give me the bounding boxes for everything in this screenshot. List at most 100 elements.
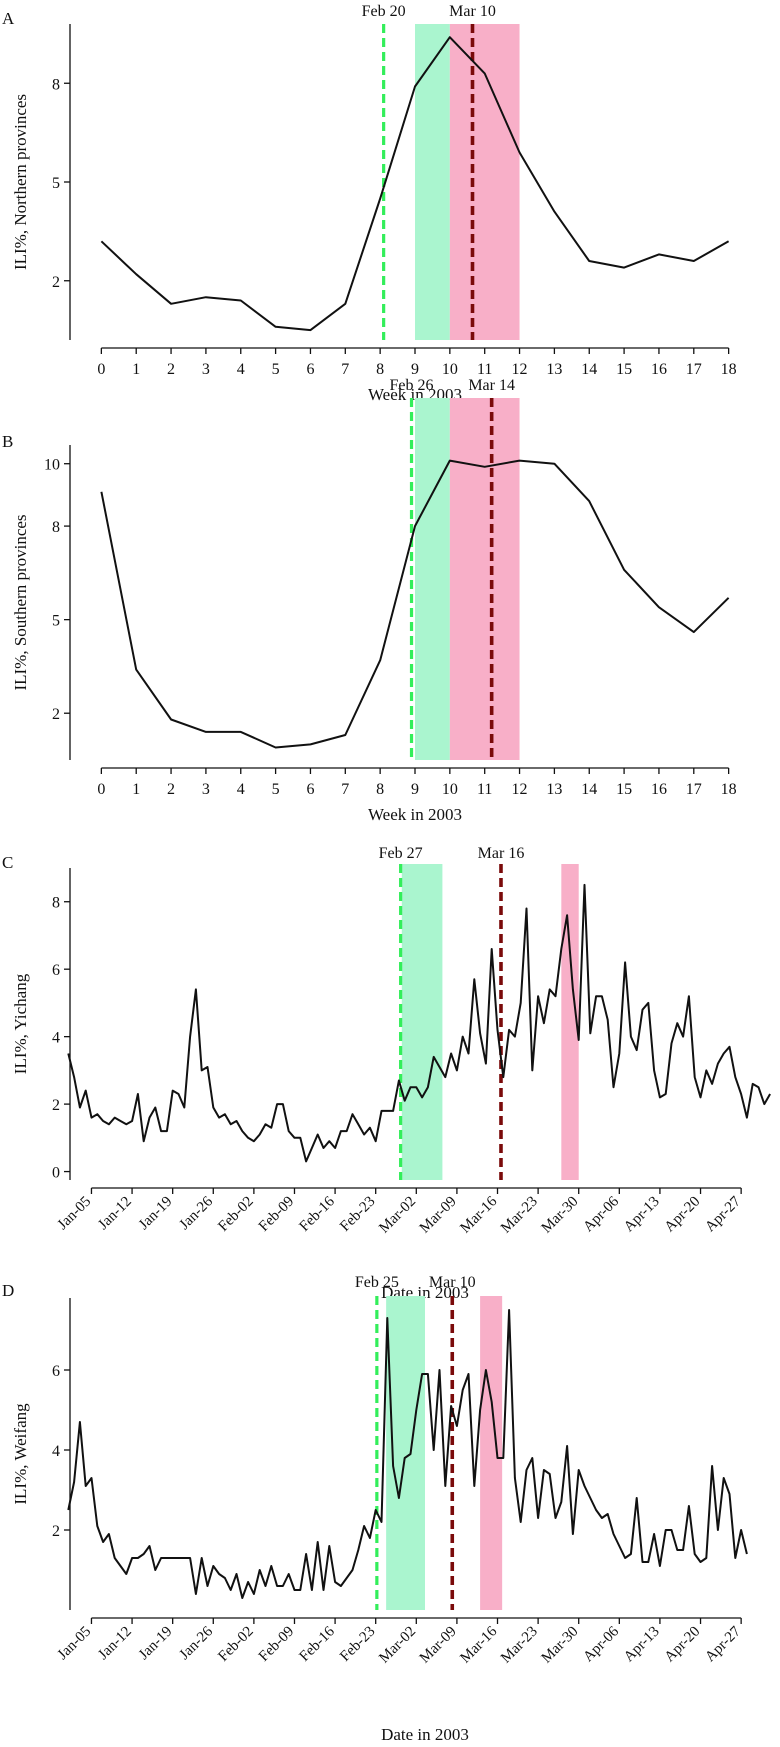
panel-c-event-lines [399,864,503,1180]
panel-b-event-lines [409,398,494,760]
ili-series-line [100,36,730,332]
x-tick-label: 18 [721,781,737,798]
panel-letter-c: C [2,853,13,872]
x-tick-label: Feb-23 [337,1194,378,1235]
x-tick-label: 0 [97,781,105,798]
x-tick-label: 16 [651,361,667,378]
x-tick-label: 8 [376,361,384,378]
x-tick-label: 14 [581,781,597,798]
intervention-date-label: Mar 10 [449,3,496,20]
x-tick-label: 17 [686,781,702,798]
x-tick-label: 0 [97,361,105,378]
y-tick-label: 2 [52,706,60,723]
x-tick-label: Mar-30 [539,1624,582,1667]
y-tick-label: 8 [52,76,60,93]
x-tick-label: Jan-26 [177,1623,217,1663]
y-tick-label: 8 [52,895,60,912]
announcement-date-label: Feb 26 [390,377,434,394]
x-tick-label: 5 [272,361,280,378]
x-tick-label: Mar-30 [539,1194,582,1237]
panel-c-axes: 0 2 4 6 8 Jan-05 Jan-12 Jan-19 Jan-26 Feb-02 Feb-0… [52,868,744,1236]
y-axis-title: ILI%, Northern provinces [11,94,30,270]
x-tick-label: Apr-27 [702,1623,744,1665]
x-tick-label: Feb-09 [256,1624,297,1665]
x-tick-label: Jan-05 [55,1624,95,1664]
announcement-date-label: Feb 20 [362,3,406,20]
shaded-band-green [415,24,450,340]
shaded-band-green [401,864,443,1180]
intervention-date-label: Mar 10 [429,1274,476,1291]
x-tick-label: 1 [132,781,140,798]
intervention-date-label: Mar 14 [468,377,515,394]
x-tick-label: 1 [132,361,140,378]
panel-d-event-lines [375,1296,455,1610]
x-tick-label: Jan-26 [177,1193,217,1233]
x-tick-label: 7 [341,361,349,378]
x-tick-label: Apr-13 [621,1624,663,1666]
x-tick-label: Jan-19 [136,1624,176,1664]
y-tick-label: 5 [52,613,60,630]
y-tick-label: 4 [52,1030,60,1047]
y-axis-title: ILI%, Yichang [11,973,30,1074]
y-tick-label: 0 [52,1165,60,1182]
ili-series-line [100,459,730,749]
y-axis-title: ILI%, Weifang [11,1403,30,1505]
x-tick-label: 9 [411,361,419,378]
x-tick-label: 11 [477,781,492,798]
x-tick-label: 10 [442,781,458,798]
panel-c-series [67,883,771,1163]
y-tick-label: 2 [52,1523,60,1540]
panel-b-series [100,459,730,749]
announcement-date-label: Feb 27 [379,845,423,862]
panel-d: D 2 4 6 Jan-05 Jan-12 Jan-19 Jan-26 Feb-02 Feb-0… [2,1274,748,1744]
x-tick-label: 10 [442,361,458,378]
x-tick-label: Apr-20 [662,1194,704,1236]
x-tick-label: Feb-16 [297,1623,339,1665]
x-tick-label: 8 [376,781,384,798]
x-tick-label: Feb-02 [215,1194,256,1235]
panel-a-bands [415,24,520,340]
shaded-band-pink [449,398,520,760]
x-tick-label: Apr-27 [702,1193,744,1235]
intervention-date-label: Mar 16 [478,845,525,862]
x-tick-label: 11 [477,361,492,378]
x-tick-label: Mar-16 [457,1193,500,1236]
x-tick-label: Jan-12 [95,1624,135,1664]
panel-b-bands [415,398,520,760]
x-tick-label: 7 [341,781,349,798]
shaded-band-pink [449,24,520,340]
y-axis-title: ILI%, Southern provinces [11,514,30,690]
x-tick-label: 9 [411,781,419,798]
y-tick-label: 6 [52,1363,60,1380]
panel-d-series [67,1309,748,1599]
x-tick-label: 4 [237,781,245,798]
x-tick-label: Feb-02 [215,1624,256,1665]
x-tick-label: Feb-09 [256,1194,297,1235]
y-tick-label: 8 [52,519,60,536]
x-tick-label: Jan-12 [95,1194,135,1234]
panel-letter-a: A [2,9,15,28]
x-tick-label: 6 [306,781,314,798]
announcement-date-label: Feb 25 [355,1274,399,1291]
x-tick-label: Jan-05 [55,1194,95,1234]
y-tick-label: 4 [52,1443,60,1460]
x-tick-label: 13 [546,361,562,378]
y-tick-label: 6 [52,962,60,979]
x-tick-label: 18 [721,361,737,378]
shaded-band-pink [561,864,579,1180]
x-tick-label: Apr-20 [662,1624,704,1666]
panel-d-labels: Feb 25 Mar 10 Date in 2003 ILI%, Weifang [11,1274,476,1744]
x-tick-label: 16 [651,781,667,798]
y-tick-label: 5 [52,175,60,192]
ili-series-line [67,883,771,1163]
x-tick-label: Mar-02 [376,1194,419,1237]
x-tick-label: 3 [202,361,210,378]
x-tick-label: Apr-06 [580,1623,622,1665]
x-tick-label: 15 [616,781,632,798]
x-tick-label: 17 [686,361,702,378]
x-tick-label: Mar-23 [498,1194,541,1237]
